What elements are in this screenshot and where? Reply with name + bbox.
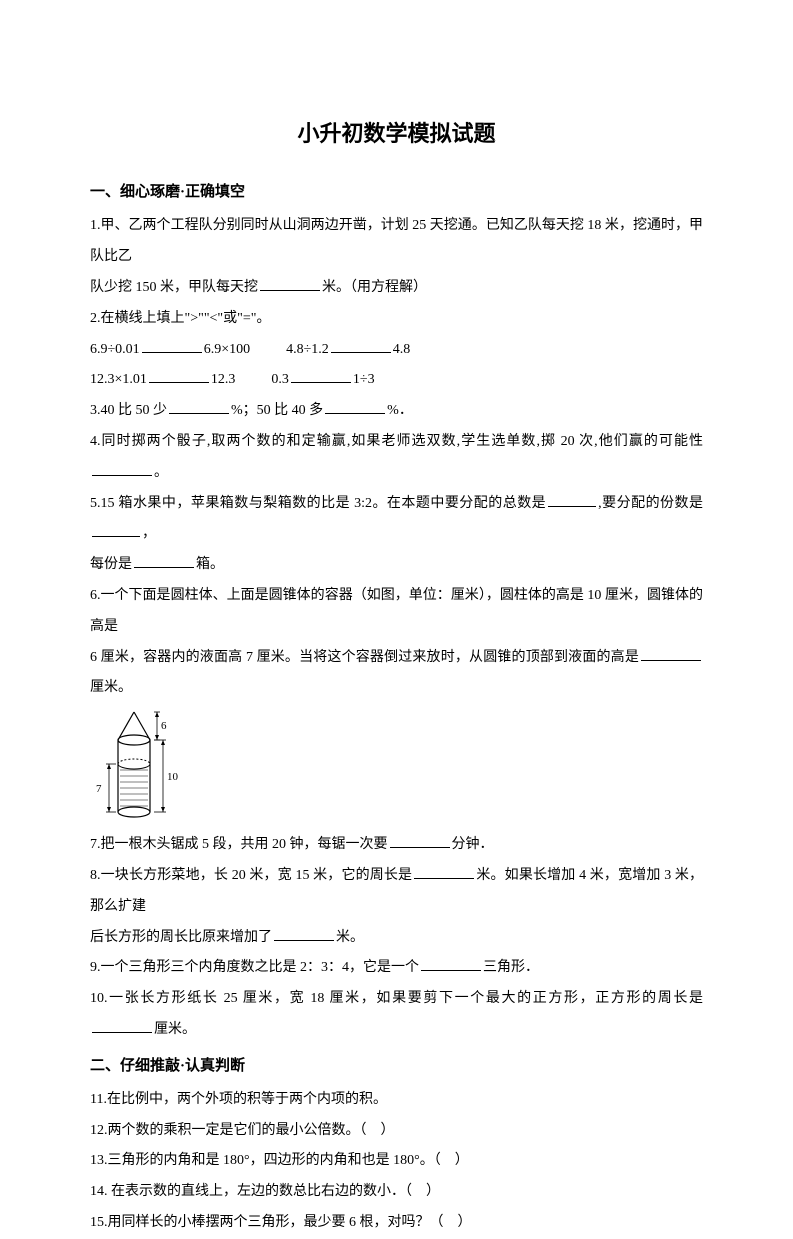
q8-blank2[interactable]	[274, 925, 334, 940]
q8a: 8.一块长方形菜地，长 20 米，宽 15 米，它的周长是	[90, 868, 412, 883]
q5: 5.15 箱水果中，苹果箱数与梨箱数的比是 3:2。在本题中要分配的总数是 ,要分…	[90, 489, 703, 581]
q1-blank[interactable]	[260, 276, 320, 291]
q6b-pre: 6 厘米，容器内的液面高 7 厘米。当将这个容器倒过来放时，从圆锥的顶部到液面的…	[90, 650, 639, 665]
q11: 11.在比例中，两个外项的积等于两个内项的积。	[90, 1085, 703, 1116]
cone-cylinder-icon: 6 10 7	[90, 708, 182, 826]
q2-blank1[interactable]	[142, 337, 202, 352]
q5c: ，	[142, 526, 156, 541]
q9a: 9.一个三角形三个内角度数之比是 2：3：4，它是一个	[90, 960, 419, 975]
container-figure: 6 10 7	[90, 708, 703, 826]
q5-blank3[interactable]	[134, 553, 194, 568]
q5e: 箱。	[196, 557, 224, 572]
q9b: 三角形．	[483, 960, 539, 975]
q10-blank[interactable]	[92, 1018, 152, 1033]
q4-blank[interactable]	[92, 460, 152, 475]
q2r2a: 12.3×1.01	[90, 372, 147, 387]
q2: 2.在横线上填上">""<"或"="。	[90, 304, 703, 335]
q8-blank1[interactable]	[414, 864, 474, 879]
q10b: 厘米。	[154, 1022, 196, 1037]
q2-text: 2.在横线上填上">""<"或"="。	[90, 311, 270, 326]
q3a: 3.40 比 50 少	[90, 403, 167, 418]
q2-row1: 6.9÷0.01 6.9×100 4.8÷1.2 4.8	[90, 335, 703, 366]
q15: 15.用同样长的小棒摆两个三角形，最少要 6 根，对吗？（ ）	[90, 1208, 703, 1239]
q2-blank4[interactable]	[291, 368, 351, 383]
q2r1c: 4.8÷1.2	[286, 342, 329, 357]
q2r1a: 6.9÷0.01	[90, 342, 140, 357]
page-title: 小升初数学模拟试题	[90, 110, 703, 158]
q1: 1.甲、乙两个工程队分别同时从山洞两边开凿，计划 25 天挖通。已知乙队每天挖 …	[90, 211, 703, 303]
q10a: 10.一张长方形纸长 25 厘米，宽 18 厘米，如果要剪下一个最大的正方形，正…	[90, 991, 703, 1006]
q6-blank[interactable]	[641, 645, 701, 660]
q8: 8.一块长方形菜地，长 20 米，宽 15 米，它的周长是米。如果长增加 4 米…	[90, 861, 703, 953]
q7: 7.把一根木头锯成 5 段，共用 20 钟，每锯一次要 分钟．	[90, 830, 703, 861]
q4a: 4.同时掷两个骰子,取两个数的和定输赢,如果老师选双数,学生选单数,掷 20 次…	[90, 434, 703, 449]
q2-blank2[interactable]	[331, 337, 391, 352]
q4: 4.同时掷两个骰子,取两个数的和定输赢,如果老师选双数,学生选单数,掷 20 次…	[90, 427, 703, 489]
q13: 13.三角形的内角和是 180°，四边形的内角和也是 180°。（ ）	[90, 1146, 703, 1177]
section2-header: 二、仔细推敲·认真判断	[90, 1050, 703, 1083]
q8c: 后长方形的周长比原来增加了	[90, 930, 272, 945]
q8d: 米。	[336, 930, 364, 945]
q2r2d: 1÷3	[353, 372, 375, 387]
q5d: 每份是	[90, 557, 132, 572]
q2r1b: 6.9×100	[204, 342, 250, 357]
q5-blank1[interactable]	[548, 491, 596, 506]
q7a: 7.把一根木头锯成 5 段，共用 20 钟，每锯一次要	[90, 837, 388, 852]
q9-blank[interactable]	[421, 956, 481, 971]
q6: 6.一个下面是圆柱体、上面是圆锥体的容器（如图，单位：厘米），圆柱体的高是 10…	[90, 581, 703, 704]
q1-line2-post: 米。（用方程解）	[322, 280, 427, 295]
q2-blank3[interactable]	[149, 368, 209, 383]
q2r2b: 12.3	[211, 372, 236, 387]
q1-line1: 1.甲、乙两个工程队分别同时从山洞两边开凿，计划 25 天挖通。已知乙队每天挖 …	[90, 218, 703, 264]
q2r1d: 4.8	[393, 342, 411, 357]
q5a: 5.15 箱水果中，苹果箱数与梨箱数的比是 3:2。在本题中要分配的总数是	[90, 496, 546, 511]
fig-label-7: 7	[96, 783, 102, 795]
q5-blank2[interactable]	[92, 522, 140, 537]
q12: 12.两个数的乘积一定是它们的最小公倍数。（ ）	[90, 1116, 703, 1147]
q3b: %；50 比 40 多	[231, 403, 323, 418]
q6b-post: 厘米。	[90, 680, 132, 695]
q3-blank2[interactable]	[325, 399, 385, 414]
fig-label-10: 10	[167, 771, 179, 783]
q1-line2-pre: 队少挖 150 米，甲队每天挖	[90, 280, 258, 295]
q3c: %．	[387, 403, 413, 418]
q10: 10.一张长方形纸长 25 厘米，宽 18 厘米，如果要剪下一个最大的正方形，正…	[90, 984, 703, 1046]
q3-blank1[interactable]	[169, 399, 229, 414]
q3: 3.40 比 50 少 %；50 比 40 多 %．	[90, 396, 703, 427]
fig-label-6: 6	[161, 720, 167, 732]
q14: 14. 在表示数的直线上，左边的数总比右边的数小．（ ）	[90, 1177, 703, 1208]
q4b: 。	[154, 465, 168, 480]
q7-blank[interactable]	[390, 833, 450, 848]
q9: 9.一个三角形三个内角度数之比是 2：3：4，它是一个 三角形．	[90, 953, 703, 984]
q2r2c: 0.3	[271, 372, 289, 387]
q5b: ,要分配的份数是	[598, 496, 703, 511]
section1-header: 一、细心琢磨·正确填空	[90, 176, 703, 209]
q2-row2: 12.3×1.01 12.3 0.3 1÷3	[90, 365, 703, 396]
q6a: 6.一个下面是圆柱体、上面是圆锥体的容器（如图，单位：厘米），圆柱体的高是 10…	[90, 588, 703, 634]
q7b: 分钟．	[452, 837, 494, 852]
